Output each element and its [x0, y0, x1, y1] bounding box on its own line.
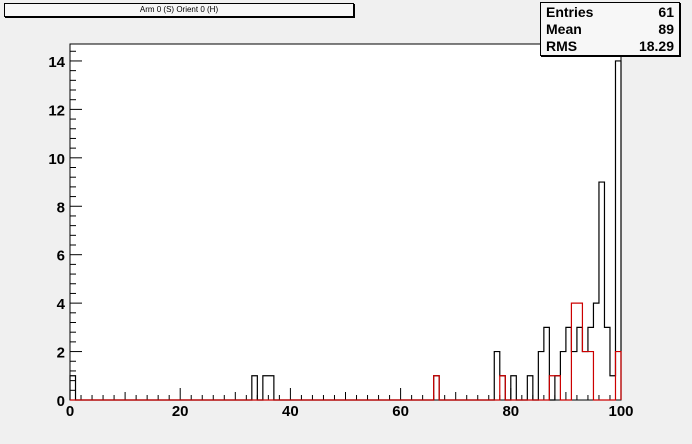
stats-rms-label: RMS [546, 38, 578, 54]
y-tick-label: 10 [48, 151, 65, 168]
y-tick-label: 6 [57, 248, 65, 265]
y-tick-label: 2 [57, 345, 65, 362]
stats-row-rms: RMS 18.29 [546, 38, 674, 55]
x-tick-label: 20 [172, 403, 189, 420]
x-tick-label: 60 [392, 403, 409, 420]
x-tick-label: 100 [608, 403, 633, 420]
x-tick-label: 0 [66, 403, 74, 420]
y-tick-label: 0 [57, 393, 65, 410]
y-tick-label: 14 [48, 54, 65, 71]
histogram-series [69, 60, 622, 401]
stats-entries-value: 61 [658, 4, 674, 20]
stats-mean-value: 89 [658, 21, 674, 37]
axes: 0 20 40 60 80 100 0 2 4 6 8 10 12 14 [48, 50, 634, 420]
y-tick-label: 12 [48, 102, 65, 119]
x-tick-label: 40 [282, 403, 299, 420]
stats-entries-label: Entries [546, 4, 594, 20]
stats-mean-label: Mean [546, 21, 582, 37]
stats-row-mean: Mean 89 [546, 21, 674, 38]
stats-box: Entries 61 Mean 89 RMS 18.29 [540, 2, 680, 56]
stats-rms-value: 18.29 [638, 38, 674, 54]
stats-row-entries: Entries 61 [546, 4, 674, 21]
plot-frame [69, 43, 622, 401]
y-tick-label: 8 [57, 199, 65, 216]
y-tick-label: 4 [57, 296, 66, 313]
histogram-line [70, 302, 622, 401]
histogram-title: Arm 0 (S) Orient 0 (H) [4, 3, 354, 17]
x-tick-label: 80 [502, 403, 519, 420]
